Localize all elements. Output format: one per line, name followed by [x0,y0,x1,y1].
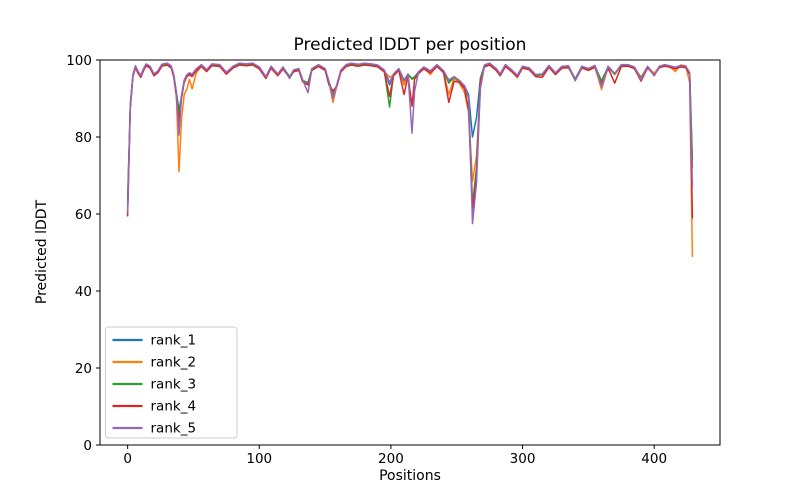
x-tick-label: 0 [123,451,132,467]
y-tick-label: 60 [75,207,92,223]
y-axis: 0 20 40 60 80 100 [66,53,100,454]
y-axis-label: Predicted lDDT [34,199,50,304]
legend-box [105,326,238,439]
series-lines [126,62,694,258]
legend-label-rank_5: rank_5 [151,421,197,437]
x-axis: 0 100 200 300 400 [123,445,667,467]
legend-label-rank_2: rank_2 [151,355,197,371]
x-tick-label: 100 [246,451,272,467]
x-axis-label: Positions [379,468,441,484]
x-tick-label: 400 [641,451,667,467]
y-tick-label: 0 [83,438,92,454]
chart-title: Predicted lDDT per position [294,35,527,55]
legend-label-rank_1: rank_1 [151,333,197,349]
x-tick-label: 200 [378,451,404,467]
legend-label-rank_4: rank_4 [151,399,197,415]
legend-label-rank_3: rank_3 [151,377,197,393]
legend: rank_1 rank_2 rank_3 rank_4 rank_5 [105,326,238,439]
y-tick-label: 40 [75,284,92,300]
series-line-rank_5 [126,62,694,225]
y-tick-label: 20 [75,361,92,377]
y-tick-label: 80 [75,130,92,146]
axes-spines [99,59,721,446]
x-tick-label: 300 [510,451,536,467]
y-tick-label: 100 [66,53,92,69]
